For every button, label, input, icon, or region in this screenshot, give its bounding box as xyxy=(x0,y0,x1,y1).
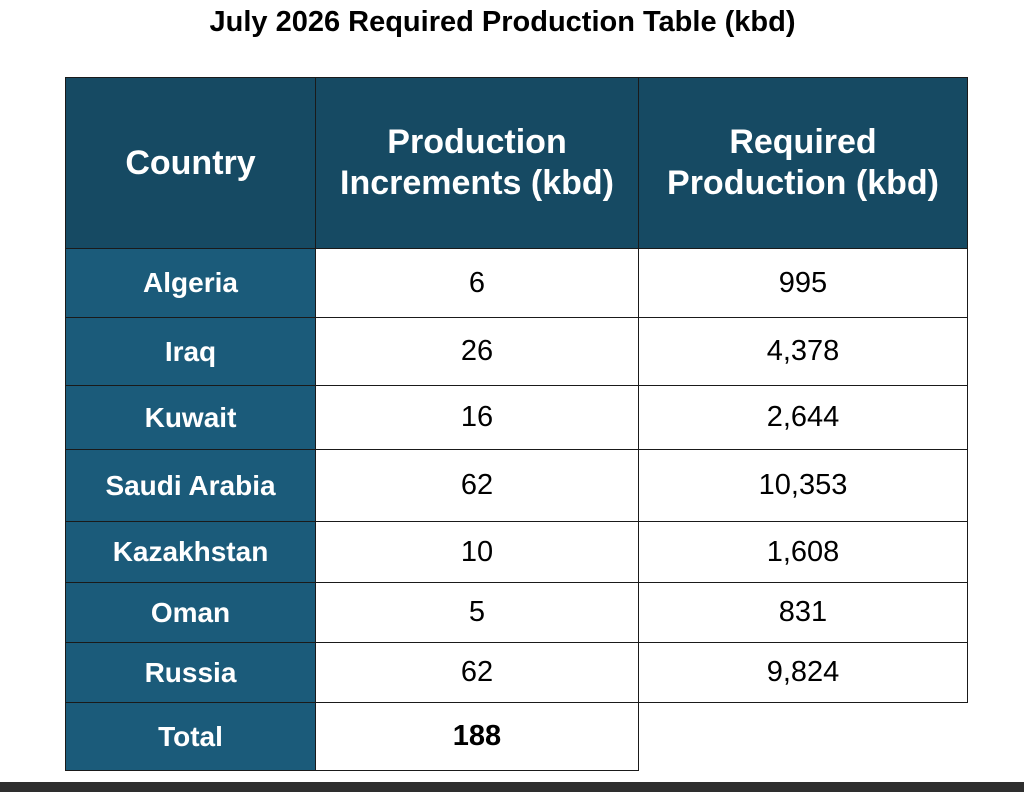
country-cell: Kuwait xyxy=(65,385,316,450)
bottom-bar xyxy=(0,782,1024,792)
country-cell: Iraq xyxy=(65,317,316,386)
value-cell: 4,378 xyxy=(638,317,968,386)
value-cell: 26 xyxy=(315,317,639,386)
total-label: Total xyxy=(65,702,316,771)
country-cell: Oman xyxy=(65,582,316,643)
country-cell: Algeria xyxy=(65,248,316,318)
value-cell: 831 xyxy=(638,582,968,643)
value-cell: 62 xyxy=(315,449,639,522)
value-cell: 9,824 xyxy=(638,642,968,703)
value-cell: 16 xyxy=(315,385,639,450)
header-cell: Production Increments (kbd) xyxy=(315,77,639,249)
value-cell: 2,644 xyxy=(638,385,968,450)
value-cell: 62 xyxy=(315,642,639,703)
country-cell: Saudi Arabia xyxy=(65,449,316,522)
value-cell: 10 xyxy=(315,521,639,583)
value-cell: 10,353 xyxy=(638,449,968,522)
value-cell: 1,608 xyxy=(638,521,968,583)
total-value: 188 xyxy=(315,702,639,771)
value-cell: 6 xyxy=(315,248,639,318)
value-cell: 995 xyxy=(638,248,968,318)
header-cell: Required Production (kbd) xyxy=(638,77,968,249)
title: July 2026 Required Production Table (kbd… xyxy=(209,6,796,38)
value-cell: 5 xyxy=(315,582,639,643)
country-cell: Russia xyxy=(65,642,316,703)
country-cell: Kazakhstan xyxy=(65,521,316,583)
header-cell: Country xyxy=(65,77,316,249)
